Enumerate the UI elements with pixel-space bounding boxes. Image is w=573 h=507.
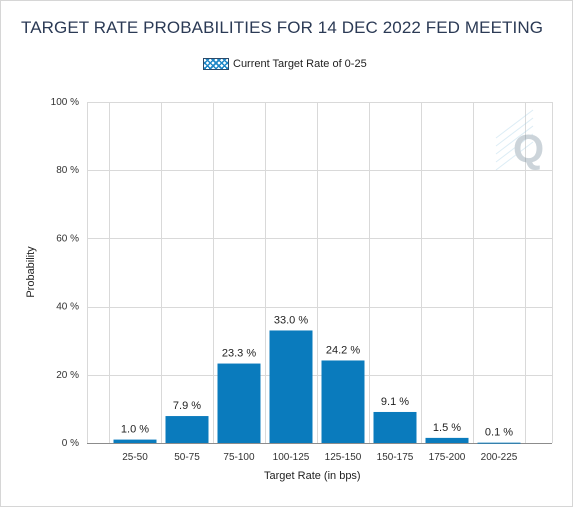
bar[interactable] (425, 437, 469, 443)
data-labels-layer: 1.0 % 7.9 % 23.3 % 33.0 % 24.2 % 9.1 % 1.5 % 0.… (121, 314, 513, 438)
bar[interactable] (165, 416, 209, 443)
data-label: 7.9 % (173, 400, 201, 412)
x-tick-label: 175-200 (429, 452, 466, 463)
y-tick-label: 60 % (56, 233, 79, 244)
legend-swatch (203, 58, 229, 70)
bar[interactable] (477, 442, 521, 444)
y-tick-label: 20 % (56, 370, 79, 381)
svg-text:Q: Q (513, 127, 544, 171)
x-tick-label: 75-100 (223, 452, 255, 463)
x-tick-label: 25-50 (122, 452, 148, 463)
data-label: 33.0 % (274, 314, 308, 326)
y-tick-label: 100 % (51, 97, 79, 108)
x-tick-label: 100-125 (273, 452, 310, 463)
x-axis-ticks: 25-50 50-75 75-100 100-125 125-150 150-175 175… (122, 452, 518, 463)
data-label: 24.2 % (326, 344, 360, 356)
data-label: 0.1 % (485, 427, 513, 439)
x-tick-label: 125-150 (325, 452, 362, 463)
data-label: 1.0 % (121, 424, 149, 436)
x-tick-label: 150-175 (377, 452, 414, 463)
q-logo-icon: Q (495, 109, 544, 171)
legend[interactable]: Current Target Rate of 0-25 (203, 58, 367, 70)
x-tick-label: 50-75 (174, 452, 200, 463)
x-axis-title: Target Rate (in bps) (264, 470, 361, 482)
bars-layer (113, 330, 521, 444)
y-axis-title: Probability (25, 246, 37, 298)
data-label: 1.5 % (433, 422, 461, 434)
bar[interactable] (217, 363, 261, 443)
watermark-logo: Q (495, 109, 544, 171)
y-tick-label: 0 % (62, 438, 79, 449)
x-tick-label: 200-225 (481, 452, 518, 463)
y-axis-ticks: 0 % 20 % 40 % 60 % 80 % 100 % (51, 97, 79, 449)
legend-label: Current Target Rate of 0-25 (233, 58, 367, 70)
grid-layer (87, 102, 553, 444)
bar[interactable] (321, 360, 365, 443)
y-tick-label: 80 % (56, 165, 79, 176)
bar[interactable] (113, 439, 157, 443)
bar[interactable] (373, 411, 417, 443)
data-label: 23.3 % (222, 348, 256, 360)
bar[interactable] (269, 330, 313, 443)
data-label: 9.1 % (381, 396, 409, 408)
y-tick-label: 40 % (56, 302, 79, 313)
chart-title: TARGET RATE PROBABILITIES FOR 14 DEC 202… (21, 18, 544, 37)
